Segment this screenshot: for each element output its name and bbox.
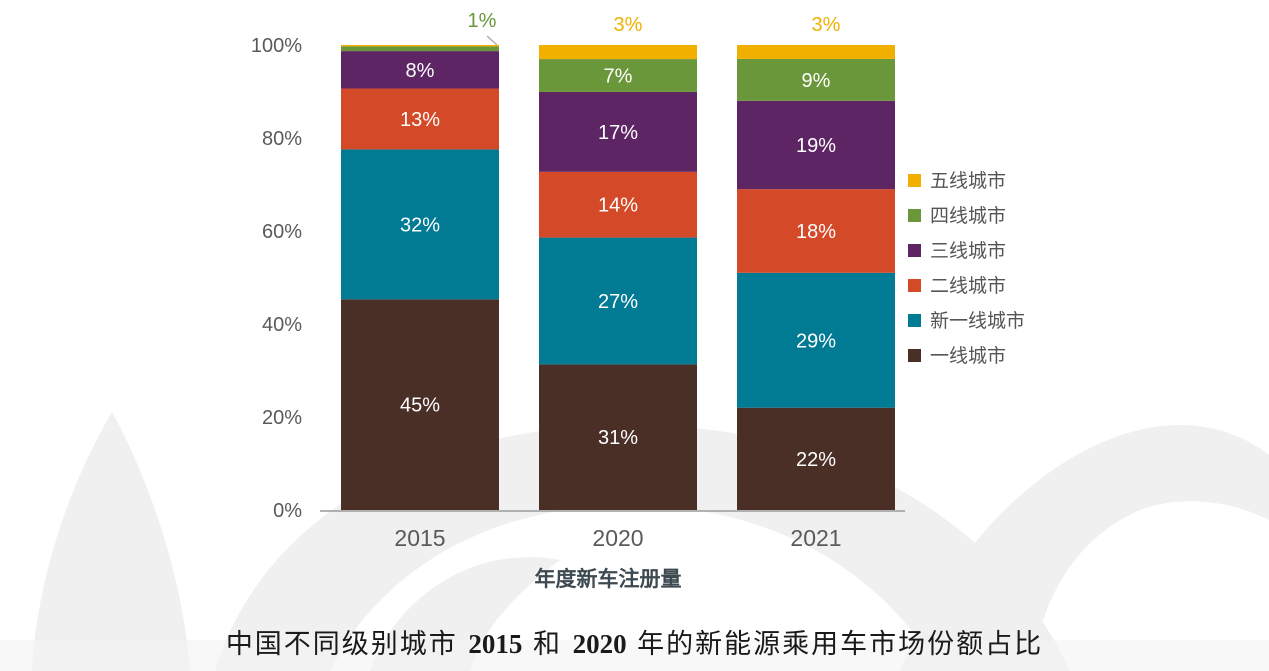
y-tick-label: 80%	[262, 128, 302, 150]
bar-stack-2021: 22% 29% 18% 19% 9% 3%	[737, 14, 895, 510]
bar-segment	[539, 45, 697, 60]
bar-segment	[539, 91, 697, 172]
y-tick-label: 0%	[273, 500, 302, 522]
data-label: 27%	[598, 291, 638, 313]
data-label: 9%	[802, 70, 831, 92]
y-axis: 0% 20% 40% 60% 80% 100%	[251, 35, 302, 522]
y-tick-label: 100%	[251, 35, 302, 57]
legend-swatch	[908, 279, 921, 292]
x-tick-label: 2015	[394, 525, 445, 551]
figure-caption: 中国不同级别城市 2015 和 2020 年的新能源乘用车市场份额占比	[0, 622, 1269, 661]
caption-year-2: 2020	[572, 629, 627, 659]
legend-label: 五线城市	[930, 170, 1006, 192]
legend-swatch	[908, 174, 921, 187]
caption-year-1: 2015	[468, 629, 523, 659]
data-label: 18%	[796, 221, 836, 243]
legend-item: 五线城市	[908, 170, 1006, 192]
data-label: 17%	[598, 122, 638, 144]
legend-swatch	[908, 244, 921, 257]
bars: 45% 32% 13% 8% 1% 31% 27% 14% 17% 7% 3% 22% 29% 18% 19…	[341, 10, 895, 510]
data-label: 3%	[812, 14, 841, 36]
x-tick-label: 2021	[790, 525, 841, 551]
legend-swatch	[908, 209, 921, 222]
legend-label: 四线城市	[930, 205, 1006, 227]
caption-text-2: 和	[522, 629, 573, 660]
y-tick-label: 40%	[262, 314, 302, 336]
data-label: 45%	[400, 395, 440, 417]
y-tick-label: 60%	[262, 221, 302, 243]
caption-text-1: 中国不同级别城市	[225, 629, 469, 660]
legend-item: 一线城市	[908, 345, 1006, 367]
data-label: 31%	[598, 427, 638, 449]
legend-label: 一线城市	[930, 345, 1006, 367]
label-leader-line	[486, 35, 498, 46]
bar-segment	[539, 59, 697, 92]
legend-label: 三线城市	[930, 240, 1006, 262]
bar-segment	[737, 100, 895, 190]
background-arc-right	[900, 425, 1269, 671]
bar-stack-2015: 45% 32% 13% 8% 1%	[341, 10, 499, 510]
bar-segment	[341, 45, 499, 47]
bar-segment	[539, 237, 697, 365]
background-leaf-shape	[32, 412, 190, 671]
legend-swatch	[908, 314, 921, 327]
data-label: 13%	[400, 109, 440, 131]
bar-segment	[737, 45, 895, 59]
caption-text-3: 年的新能源乘用车市场份额占比	[626, 629, 1044, 660]
bar-segment	[341, 88, 499, 150]
legend-label: 二线城市	[930, 275, 1006, 297]
data-label: 7%	[604, 66, 633, 88]
bar-segment	[737, 407, 895, 510]
bar-segment	[737, 189, 895, 273]
data-label: 19%	[796, 135, 836, 157]
x-axis-label: 年度新车注册量	[535, 567, 682, 591]
bar-segment	[341, 299, 499, 510]
y-tick-label: 20%	[262, 407, 302, 429]
background-bottom-fade	[0, 640, 1269, 671]
bar-segment	[341, 51, 499, 89]
bar-segment	[539, 171, 697, 238]
bar-segment	[341, 46, 499, 52]
legend-item: 二线城市	[908, 275, 1006, 297]
bar-stack-2020: 31% 27% 14% 17% 7% 3%	[539, 14, 697, 510]
legend-item: 四线城市	[908, 205, 1006, 227]
bar-segment	[737, 272, 895, 408]
x-axis-ticks: 2015 2020 2021	[394, 525, 841, 551]
data-label: 22%	[796, 449, 836, 471]
data-label: 14%	[598, 195, 638, 217]
legend-label: 新一线城市	[930, 310, 1025, 332]
x-tick-label: 2020	[592, 525, 643, 551]
data-label: 32%	[400, 214, 440, 236]
data-label: 29%	[796, 330, 836, 352]
bar-segment	[539, 364, 697, 510]
data-label: 8%	[406, 60, 435, 82]
bar-segment	[737, 58, 895, 101]
legend-item: 三线城市	[908, 240, 1006, 262]
legend-item: 新一线城市	[908, 310, 1025, 332]
legend-swatch	[908, 349, 921, 362]
data-label: 1%	[468, 10, 497, 32]
data-label: 3%	[614, 14, 643, 36]
bar-segment	[341, 149, 499, 300]
